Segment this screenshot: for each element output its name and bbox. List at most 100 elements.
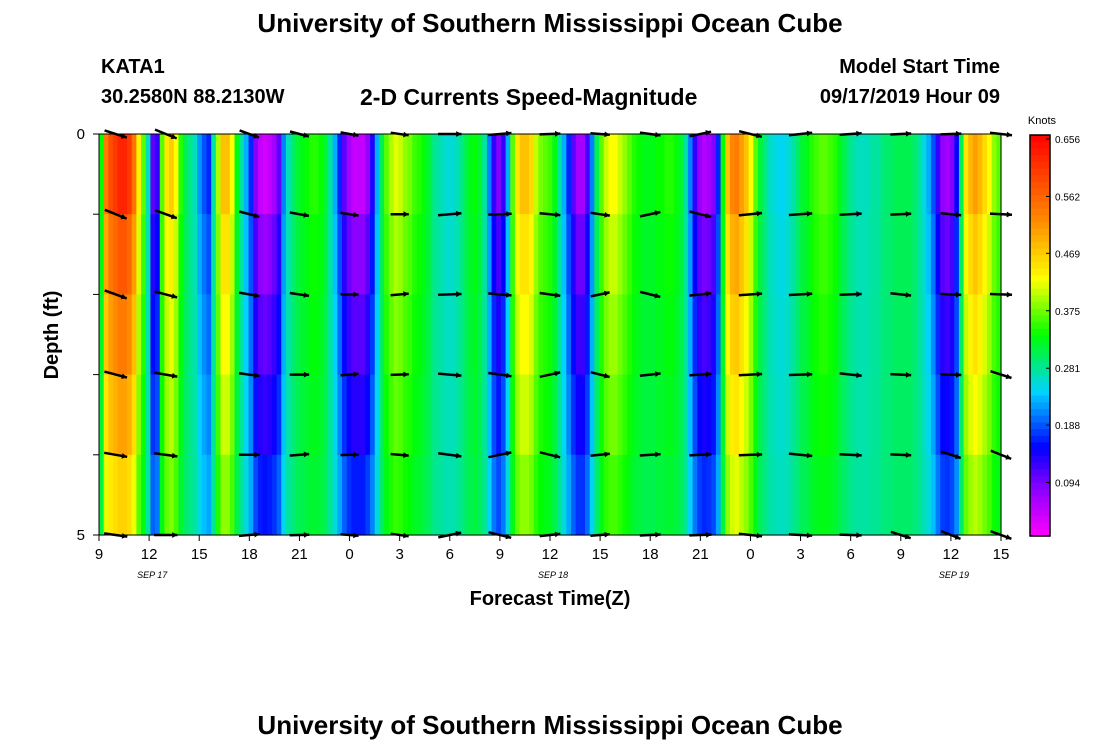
heatmap-cell (407, 214, 413, 295)
heatmap-cell (239, 374, 245, 456)
heatmap-cell (860, 134, 867, 215)
heatmap-cell (585, 214, 591, 295)
heatmap-cell (351, 454, 357, 536)
heatmap-cell (944, 214, 951, 295)
heatmap-cell (650, 294, 656, 376)
heatmap-cell (117, 454, 123, 536)
heatmap-cell (234, 454, 240, 536)
heatmap-cell (888, 134, 895, 215)
current-vector (238, 371, 260, 379)
heatmap-cell (902, 374, 909, 456)
heatmap-cell (823, 374, 829, 456)
heatmap-cell (290, 134, 296, 215)
heatmap-cell (370, 214, 376, 295)
heatmap-cell (393, 134, 399, 215)
heatmap-cell (715, 294, 722, 376)
heatmap-cell (837, 134, 843, 215)
heatmap-cell (528, 454, 535, 536)
heatmap-cell (748, 134, 754, 215)
heatmap-cell (309, 134, 315, 215)
heatmap-cell (472, 134, 479, 215)
colorbar-band (1030, 295, 1050, 303)
heatmap-cell (477, 454, 483, 536)
heatmap-cell (669, 214, 675, 295)
heatmap-cell (706, 374, 712, 456)
heatmap-cell (926, 214, 932, 295)
heatmap-cell (491, 454, 497, 536)
heatmap-cell (566, 374, 572, 456)
heatmap-cell (916, 374, 923, 456)
heatmap-cell (650, 134, 656, 215)
heatmap-cell (594, 294, 600, 376)
heatmap-cell (893, 374, 899, 456)
heatmap-cell (580, 374, 586, 456)
heatmap-cell (332, 214, 338, 295)
heatmap-cell (795, 374, 801, 456)
heatmap-cell (954, 214, 960, 295)
x-tick-label: 3 (796, 546, 804, 563)
current-vector (738, 371, 763, 378)
heatmap-cells (99, 134, 1002, 536)
colorbar-band (1030, 241, 1050, 250)
heatmap-cell (711, 374, 717, 456)
heatmap-cell (627, 294, 633, 376)
heatmap-cell (781, 294, 787, 376)
heatmap-cell (884, 454, 890, 536)
heatmap-cell (276, 374, 282, 456)
heatmap-cell (571, 374, 577, 456)
current-vector (340, 211, 359, 218)
heatmap-cell (828, 134, 834, 215)
heatmap-cell (267, 294, 273, 376)
heatmap-cell (786, 214, 792, 295)
heatmap-cell (206, 374, 212, 456)
heatmap-cell (99, 134, 105, 215)
heatmap-cell (169, 134, 175, 215)
current-vector (539, 211, 561, 218)
heatmap-cell (542, 214, 549, 295)
colorbar-band (1030, 208, 1050, 216)
heatmap-cell (571, 134, 577, 215)
heatmap-cell (786, 454, 792, 536)
heatmap-cell (585, 294, 591, 376)
heatmap-cell (197, 374, 203, 456)
heatmap-cell (262, 454, 268, 536)
current-vector (689, 371, 712, 378)
heatmap-cell (262, 294, 268, 376)
colorbar-band (1030, 155, 1050, 163)
heatmap-cell (449, 454, 455, 536)
heatmap-cell (398, 454, 404, 536)
heatmap-cell (762, 374, 768, 456)
heatmap-cell (771, 374, 778, 456)
heatmap-cell (360, 454, 366, 536)
heatmap-cell (253, 214, 259, 295)
heatmap-cell (711, 294, 717, 376)
heatmap-cell (472, 294, 479, 376)
heatmap-cell (393, 454, 399, 536)
heatmap-cell (201, 214, 208, 295)
heatmap-cell (346, 294, 352, 376)
heatmap-cell (211, 294, 217, 376)
heatmap-cell (641, 134, 647, 215)
heatmap-cell (183, 214, 189, 295)
heatmap-cell (608, 134, 614, 215)
heatmap-cell (178, 134, 184, 215)
current-vector (839, 211, 862, 217)
heatmap-cell (426, 454, 432, 536)
heatmap-cell (295, 134, 301, 215)
heatmap-cell (557, 454, 563, 536)
heatmap-cell (659, 294, 666, 376)
heatmap-cell (243, 294, 250, 376)
heatmap-cell (328, 134, 334, 215)
heatmap-cell (996, 374, 1002, 456)
heatmap-cell (374, 454, 381, 536)
heatmap-cell (865, 454, 871, 536)
heatmap-cell (313, 454, 320, 536)
heatmap-cell (430, 134, 437, 215)
heatmap-cell (201, 454, 208, 536)
heatmap-cell (281, 374, 287, 456)
heatmap-cell (192, 294, 198, 376)
heatmap-cell (229, 214, 236, 295)
heatmap-cell (243, 214, 250, 295)
heatmap-cell (566, 214, 572, 295)
heatmap-cell (304, 134, 310, 215)
